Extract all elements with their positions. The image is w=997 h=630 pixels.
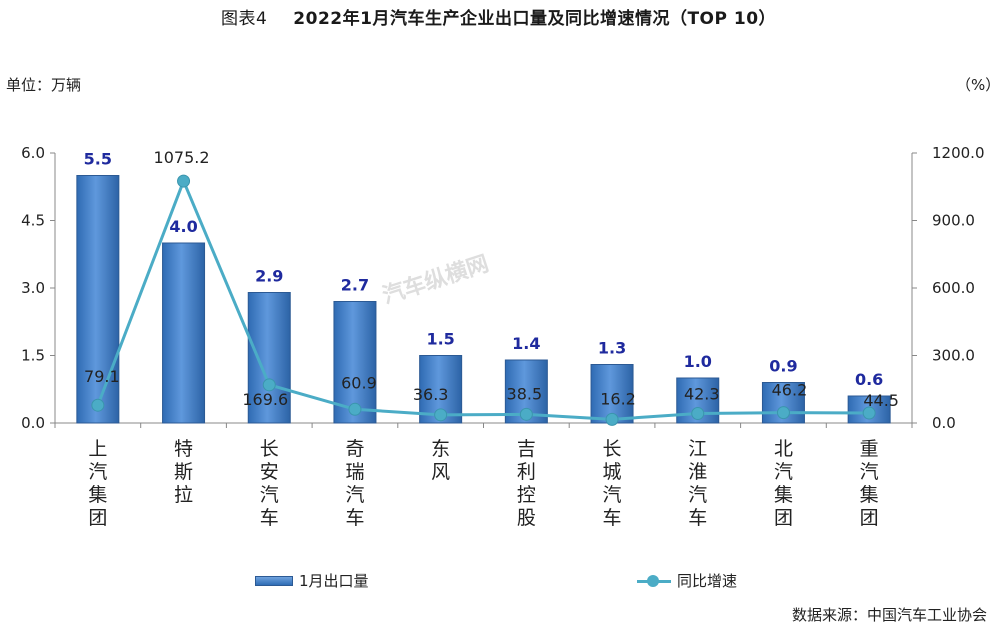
title-text: 2022年1月汽车生产企业出口量及同比增速情况（TOP 10） — [293, 9, 777, 29]
category-label: 北汽集团 — [774, 438, 793, 529]
growth-point — [605, 412, 619, 426]
growth-value-label: 79.1 — [84, 367, 120, 386]
category-label: 特斯拉 — [174, 438, 193, 506]
growth-point — [262, 378, 276, 392]
category-label: 东风 — [431, 438, 450, 483]
left-tick-label: 1.5 — [21, 347, 45, 365]
left-tick-label: 6.0 — [21, 144, 45, 162]
bar — [162, 242, 206, 424]
category-label: 重汽集团 — [860, 438, 879, 529]
bar — [76, 175, 120, 424]
right-tick-label: 600.0 — [932, 279, 975, 297]
bar-value-label: 4.0 — [169, 217, 197, 236]
category-label: 江淮汽车 — [688, 438, 707, 529]
legend-item-bar: 1月出口量 — [255, 570, 369, 591]
figure-label: 图表4 — [220, 9, 268, 29]
legend-line-label: 同比增速 — [677, 572, 738, 590]
legend-bar-label: 1月出口量 — [299, 572, 369, 590]
labels-layer: 5.5 4.0 2.9 2.7 1.5 1.4 1.3 1.0 0.9 0.6 79.1 1075.2… — [84, 148, 899, 410]
bar — [247, 292, 291, 424]
left-tick-label: 0.0 — [21, 414, 45, 432]
growth-point — [177, 174, 191, 188]
growth-value-label: 60.9 — [341, 373, 377, 392]
bar-value-label: 0.9 — [769, 357, 797, 376]
category-label: 长城汽车 — [603, 438, 622, 529]
right-tick-label: 300.0 — [932, 347, 975, 365]
right-tick-label: 1200.0 — [932, 144, 985, 162]
bar-value-label: 0.6 — [855, 370, 883, 389]
axes-layer: 0.0 1.5 3.0 4.5 6.0 0.0 300.0 600.0 900.0 1200.0 上… — [21, 144, 984, 529]
left-axis-unit: 单位：万辆 — [6, 76, 82, 94]
right-axis-unit: （%） — [956, 76, 997, 94]
bar-value-label: 1.0 — [684, 352, 712, 371]
bar-value-label: 1.4 — [512, 334, 540, 353]
growth-value-label: 1075.2 — [154, 148, 210, 167]
left-tick-label: 4.5 — [21, 212, 45, 230]
bar-value-label: 2.7 — [341, 276, 369, 295]
category-label: 奇瑞汽车 — [345, 438, 364, 529]
category-label: 吉利控股 — [517, 438, 536, 529]
growth-point — [862, 406, 876, 420]
growth-point — [91, 398, 105, 412]
bar-value-label: 1.5 — [426, 330, 454, 349]
growth-point — [776, 406, 790, 420]
growth-value-label: 169.6 — [242, 390, 288, 409]
growth-value-label: 42.3 — [684, 384, 720, 403]
line-swatch-icon — [637, 574, 671, 587]
bars-layer — [76, 175, 891, 424]
bar — [333, 301, 377, 424]
data-source: 数据来源：中国汽车工业协会 — [791, 606, 987, 624]
left-tick-label: 3.0 — [21, 279, 45, 297]
chart-title: 图表4 2022年1月汽车生产企业出口量及同比增速情况（TOP 10） — [0, 4, 997, 29]
growth-value-label: 16.2 — [600, 389, 636, 408]
category-label: 长安汽车 — [260, 438, 279, 529]
growth-value-label: 38.5 — [507, 384, 543, 403]
growth-point — [519, 407, 533, 421]
growth-value-label: 46.2 — [772, 381, 808, 400]
growth-value-label: 44.5 — [863, 391, 899, 410]
line-layer — [91, 174, 876, 426]
bar-value-label: 5.5 — [84, 150, 112, 169]
growth-point — [434, 408, 448, 422]
category-label: 上汽集团 — [88, 438, 107, 529]
growth-point — [691, 406, 705, 420]
right-tick-label: 900.0 — [932, 212, 975, 230]
growth-point — [348, 402, 362, 416]
growth-line — [96, 177, 870, 421]
legend-item-line: 同比增速 — [637, 570, 737, 591]
right-tick-label: 0.0 — [932, 414, 956, 432]
bar-value-label: 1.3 — [598, 339, 626, 358]
bar-value-label: 2.9 — [255, 267, 283, 286]
bar-swatch-icon — [255, 575, 293, 586]
growth-value-label: 36.3 — [413, 385, 449, 404]
